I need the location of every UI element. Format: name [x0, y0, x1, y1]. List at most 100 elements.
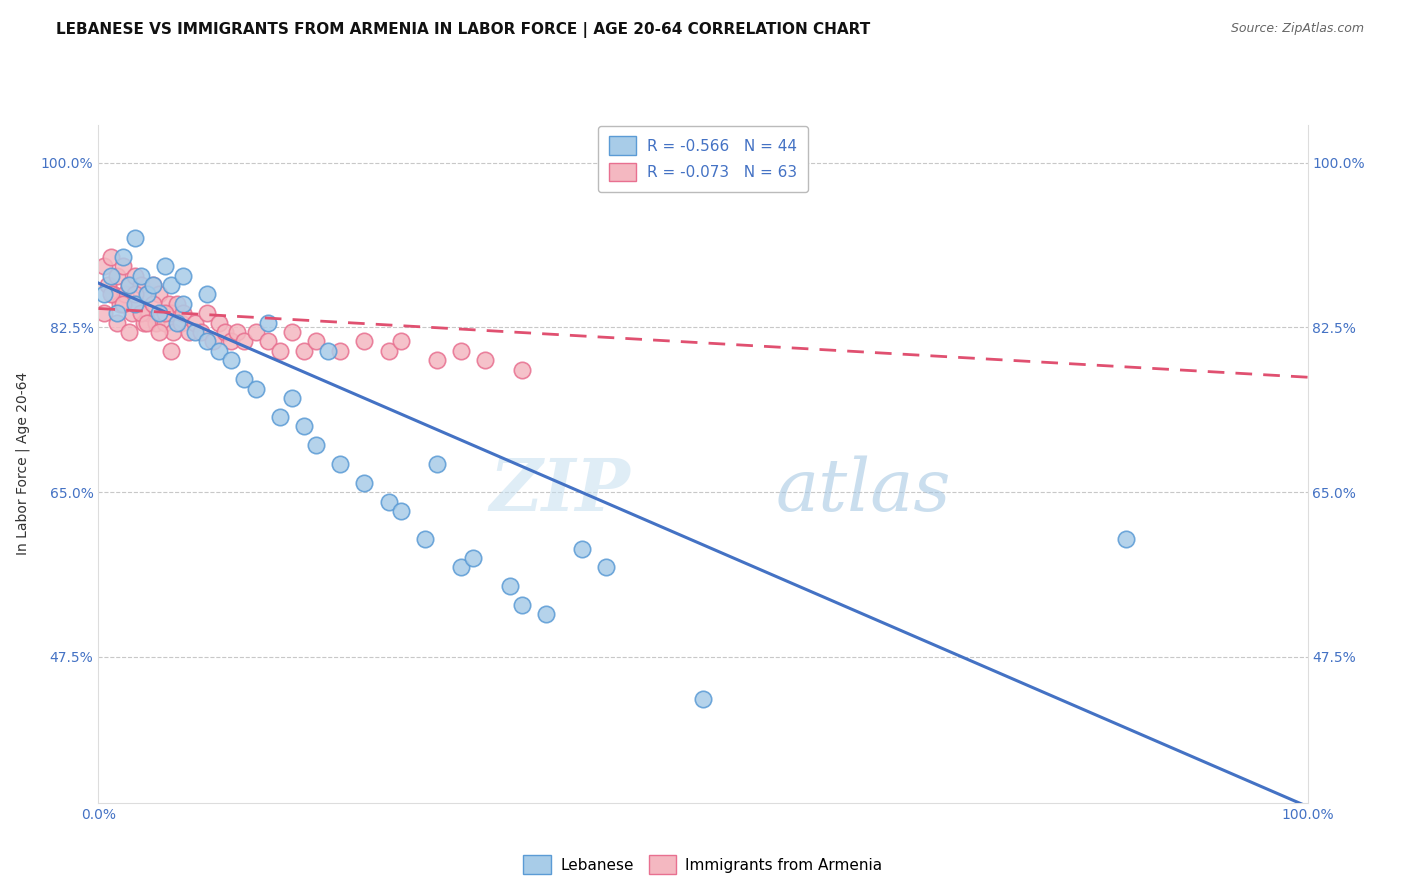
- Point: [166, 316, 188, 330]
- Point: [221, 353, 243, 368]
- Point: [129, 306, 152, 320]
- Point: [111, 297, 134, 311]
- Legend: Lebanese, Immigrants from Armenia: Lebanese, Immigrants from Armenia: [517, 849, 889, 880]
- Point: [124, 297, 146, 311]
- Point: [93, 259, 115, 273]
- Point: [150, 306, 173, 320]
- Point: [172, 306, 194, 320]
- Point: [329, 457, 352, 471]
- Point: [534, 607, 557, 622]
- Point: [571, 541, 593, 556]
- Point: [162, 325, 184, 339]
- Point: [450, 343, 472, 358]
- Point: [184, 325, 207, 339]
- Point: [160, 277, 183, 292]
- Point: [377, 343, 399, 358]
- Point: [138, 306, 160, 320]
- Point: [208, 316, 231, 330]
- Point: [142, 297, 165, 311]
- Point: [108, 297, 131, 311]
- Point: [166, 297, 188, 311]
- Point: [232, 334, 254, 349]
- Point: [595, 560, 617, 574]
- Point: [195, 334, 218, 349]
- Point: [114, 287, 136, 301]
- Point: [316, 343, 339, 358]
- Point: [124, 231, 146, 245]
- Point: [153, 259, 176, 273]
- Point: [426, 457, 449, 471]
- Point: [97, 277, 120, 292]
- Point: [169, 316, 191, 330]
- Point: [1115, 532, 1137, 546]
- Point: [202, 334, 225, 349]
- Point: [172, 268, 194, 283]
- Point: [232, 372, 254, 386]
- Point: [256, 334, 278, 349]
- Point: [111, 259, 134, 273]
- Point: [142, 277, 165, 292]
- Point: [426, 353, 449, 368]
- Point: [135, 316, 157, 330]
- Point: [160, 306, 183, 320]
- Point: [389, 334, 412, 349]
- Point: [474, 353, 496, 368]
- Point: [157, 297, 180, 311]
- Point: [160, 343, 183, 358]
- Point: [450, 560, 472, 574]
- Point: [377, 494, 399, 508]
- Point: [93, 287, 115, 301]
- Point: [129, 277, 152, 292]
- Point: [190, 325, 212, 339]
- Point: [353, 475, 375, 490]
- Text: Source: ZipAtlas.com: Source: ZipAtlas.com: [1230, 22, 1364, 36]
- Point: [153, 316, 176, 330]
- Point: [245, 382, 267, 396]
- Legend: R = -0.566   N = 44, R = -0.073   N = 63: R = -0.566 N = 44, R = -0.073 N = 63: [598, 126, 808, 192]
- Point: [305, 438, 328, 452]
- Point: [510, 362, 533, 376]
- Point: [118, 277, 141, 292]
- Point: [179, 325, 201, 339]
- Text: LEBANESE VS IMMIGRANTS FROM ARMENIA IN LABOR FORCE | AGE 20-64 CORRELATION CHART: LEBANESE VS IMMIGRANTS FROM ARMENIA IN L…: [56, 22, 870, 38]
- Point: [134, 316, 156, 330]
- Point: [105, 306, 128, 320]
- Point: [100, 250, 122, 264]
- Point: [124, 268, 146, 283]
- Point: [100, 268, 122, 283]
- Point: [105, 268, 128, 283]
- Point: [305, 334, 328, 349]
- Point: [214, 325, 236, 339]
- Point: [208, 343, 231, 358]
- Point: [353, 334, 375, 349]
- Point: [281, 391, 304, 405]
- Point: [389, 504, 412, 518]
- Point: [245, 325, 267, 339]
- Point: [184, 316, 207, 330]
- Point: [292, 419, 315, 434]
- Point: [93, 306, 115, 320]
- Point: [100, 287, 122, 301]
- Point: [101, 287, 124, 301]
- Point: [195, 287, 218, 301]
- Point: [148, 287, 170, 301]
- Point: [135, 287, 157, 301]
- Point: [226, 325, 249, 339]
- Point: [148, 325, 170, 339]
- Point: [148, 306, 170, 320]
- Text: ZIP: ZIP: [489, 456, 630, 526]
- Point: [498, 579, 520, 593]
- Point: [118, 277, 141, 292]
- Text: atlas: atlas: [776, 456, 950, 526]
- Point: [127, 297, 149, 311]
- Point: [195, 306, 218, 320]
- Point: [221, 334, 243, 349]
- Point: [124, 287, 146, 301]
- Point: [269, 343, 291, 358]
- Point: [105, 316, 128, 330]
- Point: [145, 316, 167, 330]
- Point: [121, 306, 143, 320]
- Point: [413, 532, 436, 546]
- Point: [269, 409, 291, 424]
- Point: [292, 343, 315, 358]
